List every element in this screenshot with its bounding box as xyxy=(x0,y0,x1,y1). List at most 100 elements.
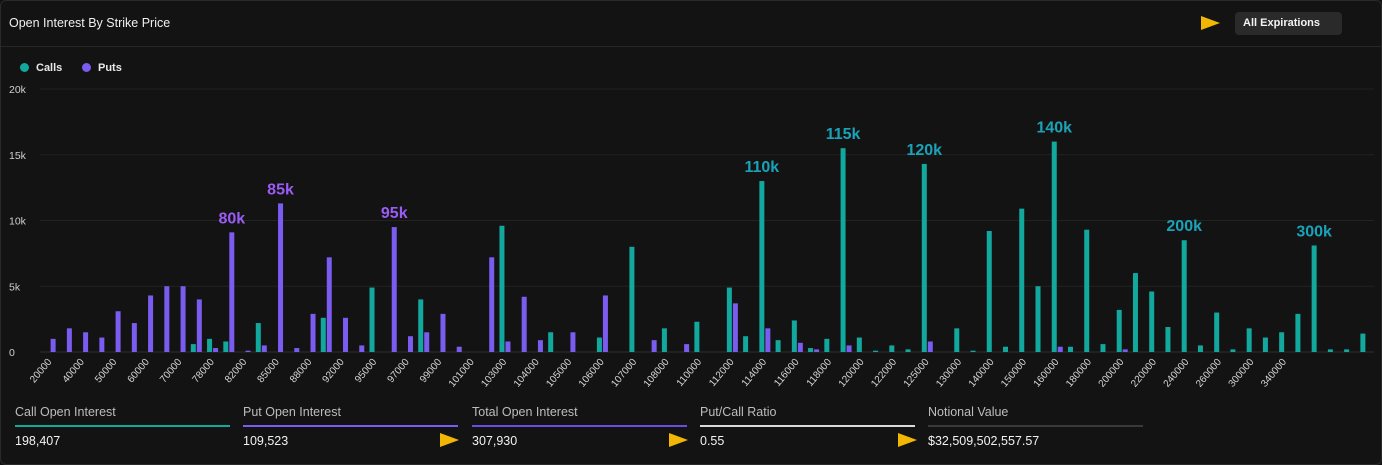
x-tick-label: 104000 xyxy=(512,357,542,390)
x-tick-label: 106000 xyxy=(577,357,607,390)
chart-title: Open Interest By Strike Price xyxy=(9,16,171,30)
put-open-interest-stat: Put Open Interest 109,523 xyxy=(243,405,458,448)
puts-bar xyxy=(1122,349,1128,352)
calls-bar xyxy=(207,338,213,352)
x-tick-label: 95000 xyxy=(353,357,380,386)
x-tick-label: 105000 xyxy=(544,357,574,390)
legend-item-puts[interactable]: Puts xyxy=(82,62,122,74)
puts-bar xyxy=(66,328,72,352)
puts-bar xyxy=(505,341,511,352)
calls-bar xyxy=(743,336,749,352)
calls-bar xyxy=(905,349,911,352)
call-open-interest-line xyxy=(15,425,230,427)
calls-bar xyxy=(840,148,846,352)
calls-bar xyxy=(808,348,814,352)
puts-bar xyxy=(537,340,543,352)
calls-bar xyxy=(1165,327,1171,352)
calls-bar xyxy=(791,320,797,352)
strike-annotation: 120k xyxy=(906,142,942,159)
puts-bar xyxy=(148,295,154,352)
calls-bar xyxy=(1051,141,1057,352)
put-call-ratio-value: 0.55 xyxy=(700,434,725,448)
calls-bar xyxy=(970,350,976,352)
calls-bar xyxy=(694,321,700,352)
put-open-interest-line xyxy=(243,425,458,427)
x-tick-label: 140000 xyxy=(967,357,997,390)
notional-value-stat: Notional Value $32,509,502,557.57 xyxy=(928,405,1143,448)
total-open-interest-value: 307,930 xyxy=(472,434,518,448)
puts-bar xyxy=(213,348,219,352)
calls-bar xyxy=(499,225,505,352)
calls-bar xyxy=(596,337,602,352)
expiration-select[interactable]: All Expirations xyxy=(1235,12,1342,35)
puts-bar xyxy=(50,338,56,352)
calls-bar xyxy=(1181,240,1187,352)
x-tick-label: 125000 xyxy=(902,357,932,390)
x-tick-label: 112000 xyxy=(707,357,737,389)
calls-legend-swatch xyxy=(20,63,29,72)
calls-bar xyxy=(1067,346,1073,352)
calls-bar xyxy=(1003,346,1009,352)
x-tick-label: 108000 xyxy=(642,357,672,390)
x-tick-label: 70000 xyxy=(158,357,185,386)
calls-bar xyxy=(1116,309,1122,352)
puts-bar xyxy=(196,299,202,352)
strike-annotation: 200k xyxy=(1166,218,1202,235)
strike-annotation: 95k xyxy=(381,205,408,222)
calls-bar xyxy=(759,181,765,352)
x-tick-label: 88000 xyxy=(288,357,315,386)
puts-bar xyxy=(521,296,527,352)
y-tick-label: 10k xyxy=(9,216,27,228)
notional-value-line xyxy=(928,425,1143,427)
x-tick-label: 110000 xyxy=(675,357,705,389)
calls-bar xyxy=(1279,332,1285,352)
open-interest-chart: 0 5k 10k 15k 20k 20000 40000 50000 60000 70000 780… xyxy=(9,84,1374,390)
puts-bar xyxy=(229,232,235,352)
strike-annotation: 140k xyxy=(1036,120,1072,137)
x-tick-label: 60000 xyxy=(126,357,153,386)
y-tick-label: 5k xyxy=(9,281,21,293)
calls-bar xyxy=(548,332,554,352)
arrow-icon xyxy=(440,433,459,447)
legend-item-calls[interactable]: Calls xyxy=(20,62,62,74)
put-call-ratio-line xyxy=(700,425,915,427)
calls-bar xyxy=(320,317,326,352)
puts-bar xyxy=(131,323,137,352)
x-tick-label: 122000 xyxy=(869,357,899,390)
puts-bar xyxy=(440,313,446,352)
x-tick-label: 92000 xyxy=(321,357,348,386)
puts-bar xyxy=(180,286,186,352)
puts-bar xyxy=(602,295,608,352)
puts-bar xyxy=(814,349,820,352)
puts-bar xyxy=(164,286,170,352)
puts-bar xyxy=(407,336,413,352)
arrow-icon xyxy=(1201,16,1220,30)
calls-bar xyxy=(856,337,862,352)
x-tick-label: 50000 xyxy=(93,357,120,386)
puts-bar xyxy=(261,345,267,352)
calls-bar xyxy=(1019,208,1025,352)
x-tick-label: 240000 xyxy=(1162,357,1192,390)
call-open-interest-stat: Call Open Interest 198,407 xyxy=(15,405,230,448)
puts-bar xyxy=(83,332,89,352)
calls-bar xyxy=(921,163,927,352)
x-tick-label: 78000 xyxy=(191,357,218,386)
calls-bar xyxy=(255,323,261,352)
calls-bar xyxy=(1360,333,1366,352)
put-call-ratio-stat: Put/Call Ratio 0.55 xyxy=(700,405,915,448)
puts-bar xyxy=(115,311,121,352)
x-tick-label: 82000 xyxy=(223,357,250,386)
strike-annotation: 300k xyxy=(1296,223,1332,240)
y-tick-label: 15k xyxy=(9,150,27,162)
x-tick-label: 220000 xyxy=(1129,357,1159,390)
strike-annotation: 80k xyxy=(218,210,245,227)
y-tick-label: 0 xyxy=(9,347,15,359)
puts-bar xyxy=(310,313,316,352)
x-tick-label: 99000 xyxy=(418,357,445,386)
x-tick-label: 260000 xyxy=(1194,357,1224,390)
calls-bar xyxy=(190,344,196,352)
y-tick-label: 20k xyxy=(9,84,27,96)
calls-bar xyxy=(1214,312,1220,352)
puts-bar xyxy=(391,227,397,352)
calls-bar xyxy=(775,340,781,352)
